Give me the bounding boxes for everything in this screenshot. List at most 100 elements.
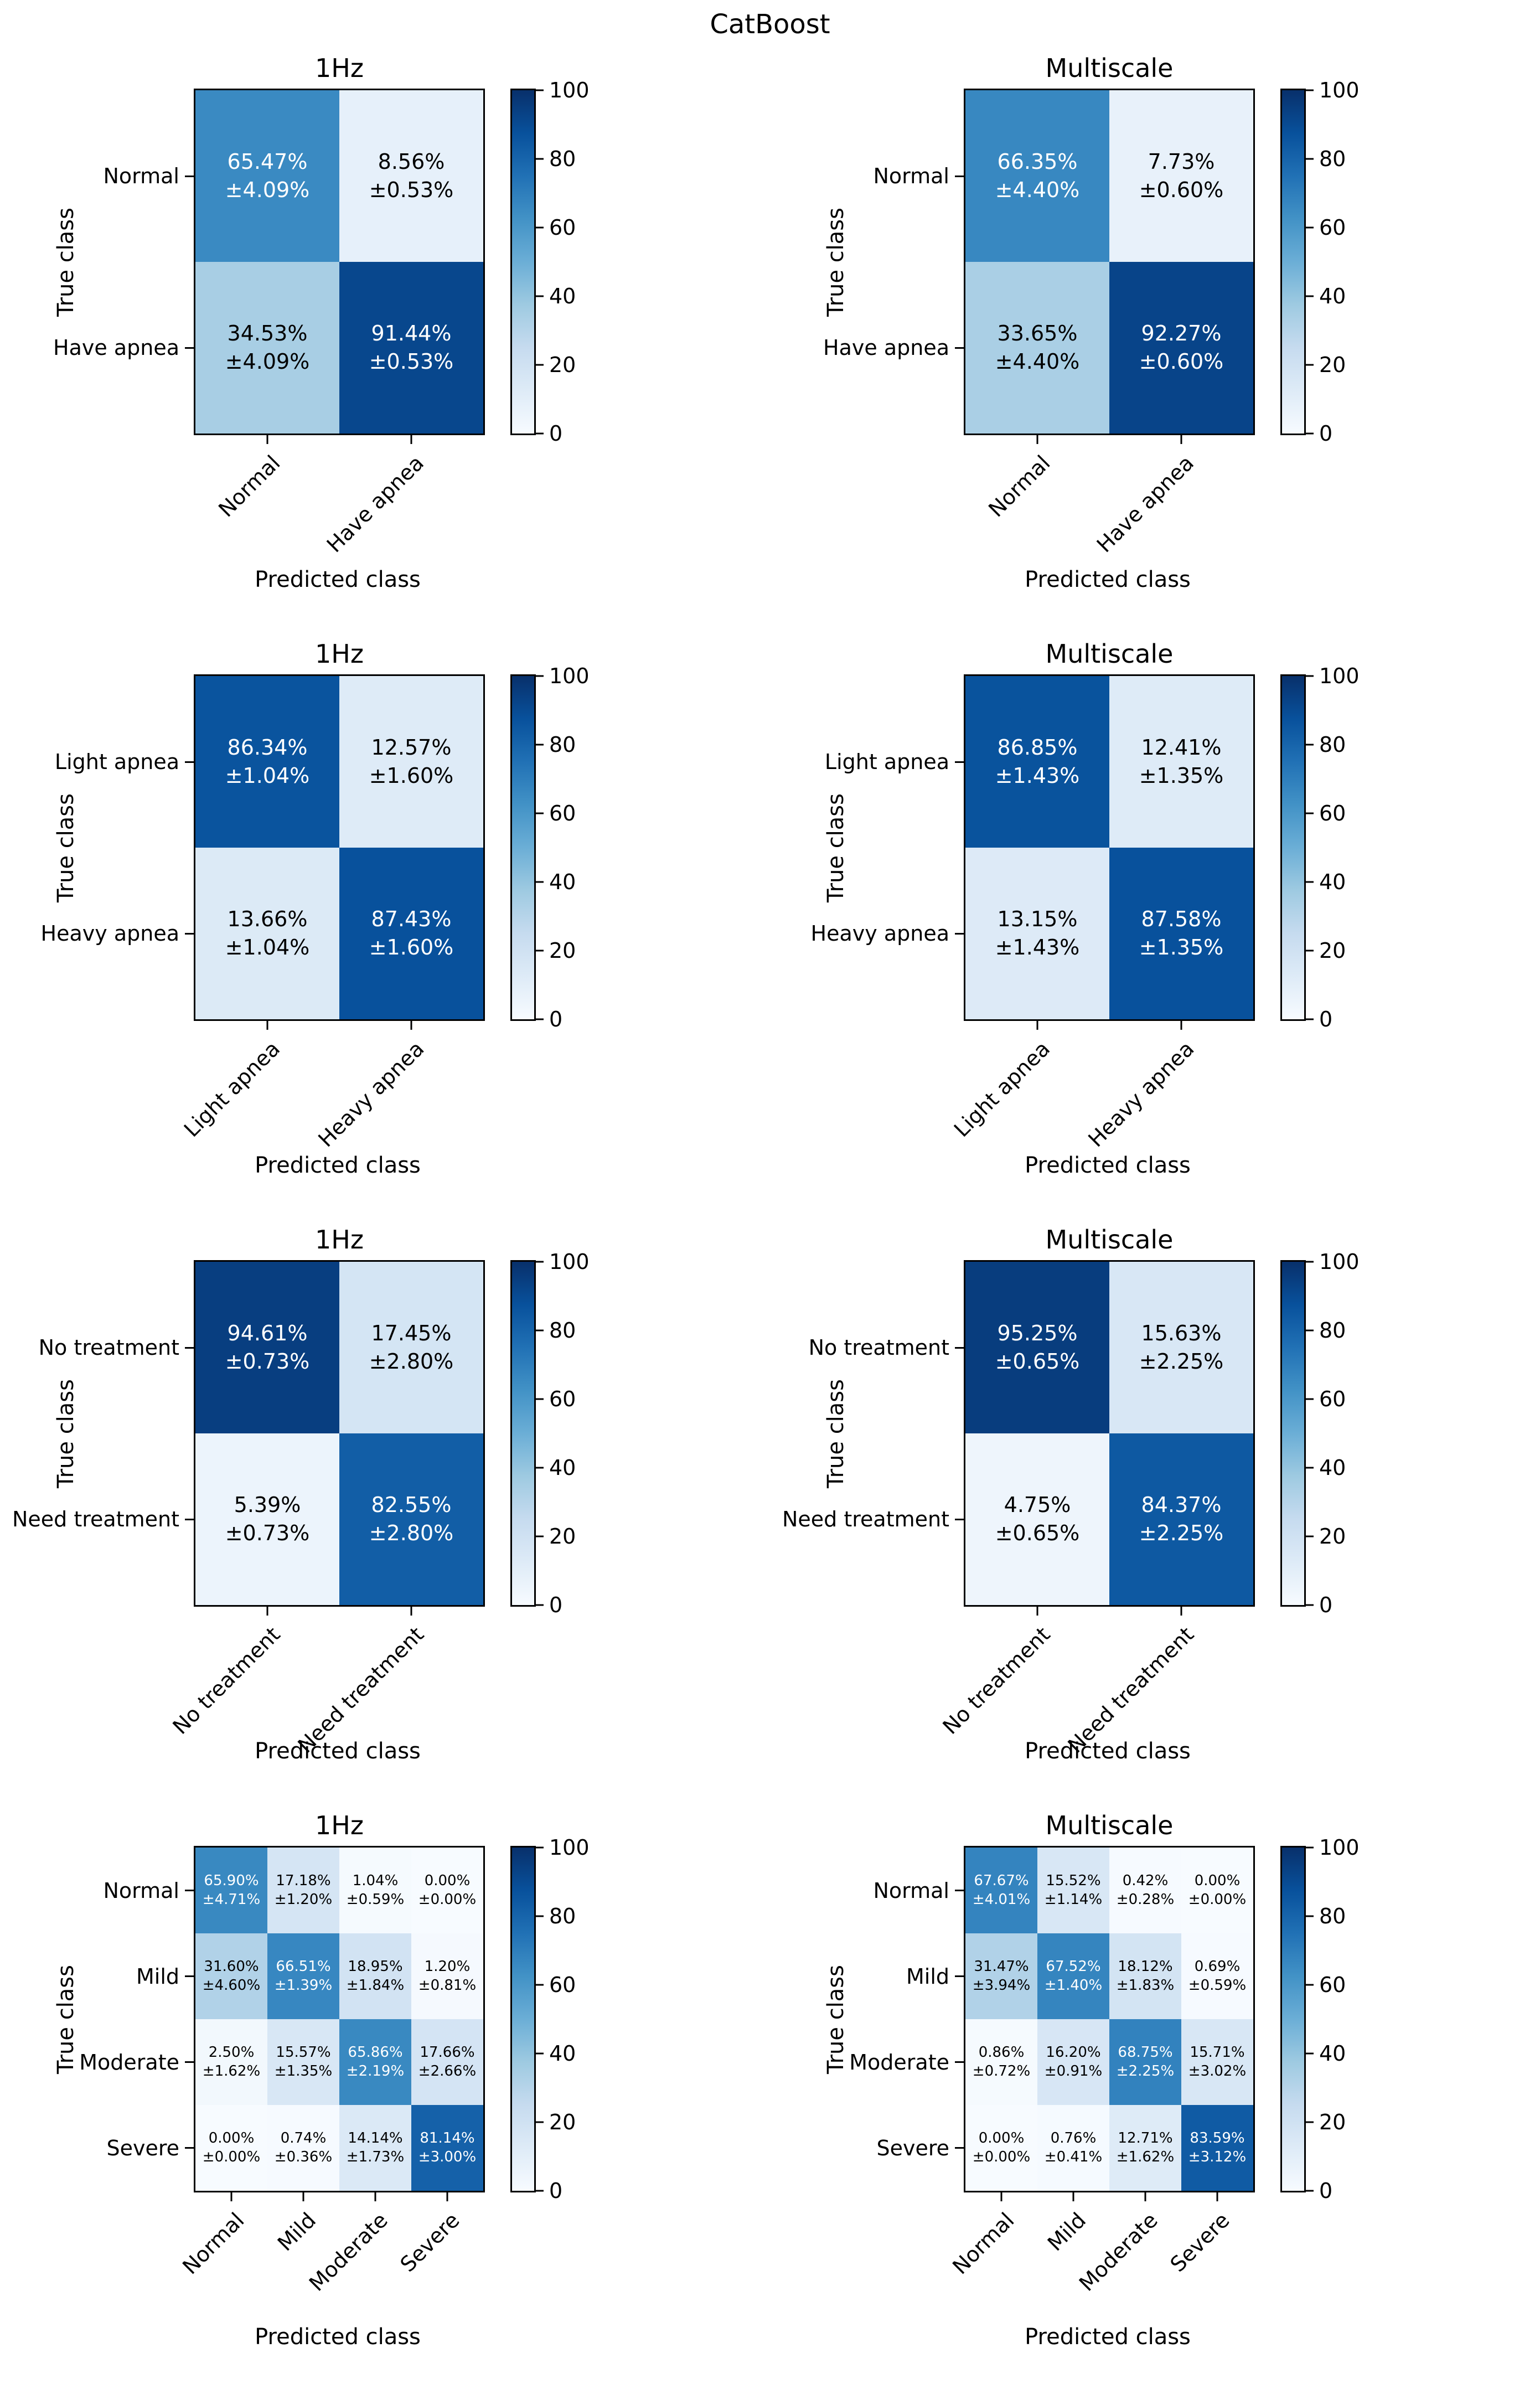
y-tick: Light apnea <box>41 676 194 848</box>
colorbar-tick-mark <box>536 226 544 229</box>
y-tick-mark <box>955 932 964 935</box>
x-tick-mark <box>1180 1021 1182 1030</box>
y-tick: Severe <box>849 2105 964 2191</box>
matrix-cell: 68.75% ±2.25% <box>1109 2019 1181 2105</box>
matrix-cell: 17.66% ±2.66% <box>411 2019 483 2105</box>
y-tick-label: No treatment <box>808 1335 949 1360</box>
x-tick-label: Light apnea <box>179 1036 285 1142</box>
cell-value: 33.65% <box>997 321 1078 345</box>
cell-value: 81.14% <box>420 2129 475 2147</box>
cell-std: ±3.00% <box>418 2148 477 2165</box>
y-tick-mark <box>955 761 964 763</box>
colorbar-tick-mark <box>536 432 544 435</box>
colorbar-tick-label: 80 <box>1319 732 1346 757</box>
cell-std: ±1.43% <box>995 935 1080 959</box>
y-tick-label: Mild <box>136 1964 179 1989</box>
y-tick-column: Normal Mild Moderate Severe <box>79 1848 194 2191</box>
cell-std: ±0.28% <box>1116 1891 1175 1908</box>
y-tick-label: Light apnea <box>824 750 949 774</box>
matrix-cell: 8.56% ±0.53% <box>339 90 483 262</box>
x-axis-title: Predicted class <box>1025 2324 1191 2350</box>
matrix-cell: 66.51% ±1.39% <box>267 1933 339 2019</box>
colorbar-tick-mark <box>536 1398 544 1400</box>
matrix-cell: 13.15% ±1.43% <box>965 848 1109 1019</box>
y-tick-label: Severe <box>876 2135 949 2160</box>
y-tick-mark <box>185 761 194 763</box>
colorbar-tick-label: 100 <box>549 664 590 688</box>
colorbar-block: 100 80 60 40 20 0 <box>1280 1835 1402 2203</box>
colorbar-tick-label: 40 <box>549 1456 576 1480</box>
y-tick-label: Normal <box>873 164 950 188</box>
y-tick-label: Have apnea <box>823 336 949 360</box>
x-axis-title: Predicted class <box>1025 1738 1191 1764</box>
colorbar-tick-mark <box>536 881 544 883</box>
x-tick-label: Normal <box>947 2208 1019 2279</box>
cell-value: 65.47% <box>227 149 308 174</box>
matrix-cell: 15.52% ±1.14% <box>1037 1848 1109 1933</box>
cell-std: ±4.09% <box>225 349 310 374</box>
y-tick-column: Normal Mild Moderate Severe <box>849 1848 964 2191</box>
colorbar-tick-mark <box>1306 1915 1314 1917</box>
y-tick-label: Need treatment <box>782 1507 949 1531</box>
cell-std: ±1.83% <box>1116 1977 1175 1994</box>
cell-std: ±1.04% <box>225 763 310 788</box>
cell-std: ±0.65% <box>995 1349 1080 1374</box>
x-tick-mark <box>1036 1607 1038 1616</box>
x-tick-area: Light apnea Heavy apnea <box>949 1021 1255 1156</box>
subplot-grid: 1Hz True class Normal Have apnea 65.47% ±4.09… <box>0 44 1540 2387</box>
cell-std: ±4.60% <box>202 1977 261 1994</box>
cell-value: 87.58% <box>1141 906 1222 931</box>
y-tick-mark <box>185 1890 194 1891</box>
cell-std: ±0.73% <box>225 1349 310 1374</box>
colorbar-tick-mark <box>1306 881 1314 883</box>
x-tick-mark <box>410 1607 412 1616</box>
plot-area: True class No treatment Need treatment 95.2… <box>770 1250 1540 1764</box>
y-tick-mark <box>955 1346 964 1349</box>
colorbar <box>1280 1260 1306 1607</box>
colorbar-tick-label: 60 <box>549 215 576 240</box>
matrix-cell: 86.34% ±1.04% <box>195 676 339 848</box>
y-axis-title: True class <box>53 1846 79 2192</box>
matrix-cell: 86.85% ±1.43% <box>965 676 1109 848</box>
colorbar-tick-label: 80 <box>1319 1904 1346 1928</box>
colorbar-tick-mark <box>536 1915 544 1917</box>
matrix-cell: 83.59% ±3.12% <box>1181 2105 1253 2191</box>
colorbar-tick-mark <box>1306 2121 1314 2123</box>
cell-std: ±3.12% <box>1188 2148 1247 2165</box>
y-tick: Moderate <box>79 2019 194 2105</box>
colorbar-tick-mark <box>1306 950 1314 952</box>
x-tick-label: Moderate <box>1074 2208 1163 2296</box>
colorbar-block: 100 80 60 40 20 0 <box>510 664 632 1031</box>
cell-std: ±1.73% <box>346 2148 405 2165</box>
cell-value: 8.56% <box>378 149 445 174</box>
plot-area: True class Normal Have apnea 66.35% ±4.40% 7.… <box>770 78 1540 592</box>
colorbar-tick-label: 100 <box>1319 1835 1360 1860</box>
x-tick-mark <box>302 2192 304 2201</box>
confusion-matrix: 94.61% ±0.73% 17.45% ±2.80% 5.39% ±0.73% 82.55… <box>194 1260 485 1607</box>
x-tick-mark <box>1000 2192 1002 2201</box>
cell-value: 15.63% <box>1141 1320 1222 1345</box>
heatmap-panel: Multiscale True class Light apnea Heavy apn… <box>770 630 1540 1216</box>
colorbar-tick-label: 60 <box>1319 1973 1346 1997</box>
colorbar-tick-label: 40 <box>1319 284 1346 308</box>
cell-value: 12.41% <box>1141 735 1222 760</box>
matrix-cell: 14.14% ±1.73% <box>339 2105 411 2191</box>
cell-std: ±2.80% <box>369 1521 454 1545</box>
x-tick-area: Light apnea Heavy apnea <box>179 1021 485 1156</box>
x-tick-mark <box>446 2192 448 2201</box>
panel-title: Multiscale <box>1045 1225 1174 1255</box>
y-axis-block: True class Light apnea Heavy apnea <box>0 674 194 1021</box>
matrix-cell: 15.57% ±1.35% <box>267 2019 339 2105</box>
cell-std: ±1.39% <box>274 1977 333 1994</box>
x-tick-mark <box>410 1021 412 1030</box>
colorbar-block: 100 80 60 40 20 0 <box>1280 78 1402 446</box>
matrix-block: 95.25% ±0.65% 15.63% ±2.25% 4.75% ±0.65% 84.37… <box>938 1260 1255 1764</box>
colorbar-tick-mark <box>536 2121 544 2123</box>
cell-std: ±0.59% <box>346 1891 405 1908</box>
colorbar-tick-label: 20 <box>549 2110 576 2134</box>
cell-std: ±0.91% <box>1044 2062 1103 2080</box>
matrix-cell: 12.57% ±1.60% <box>339 676 483 848</box>
colorbar-tick-label: 100 <box>549 1835 590 1860</box>
plot-area: True class Normal Have apnea 65.47% ±4.09% 8.… <box>0 78 770 592</box>
colorbar-tick-mark <box>536 2190 544 2192</box>
